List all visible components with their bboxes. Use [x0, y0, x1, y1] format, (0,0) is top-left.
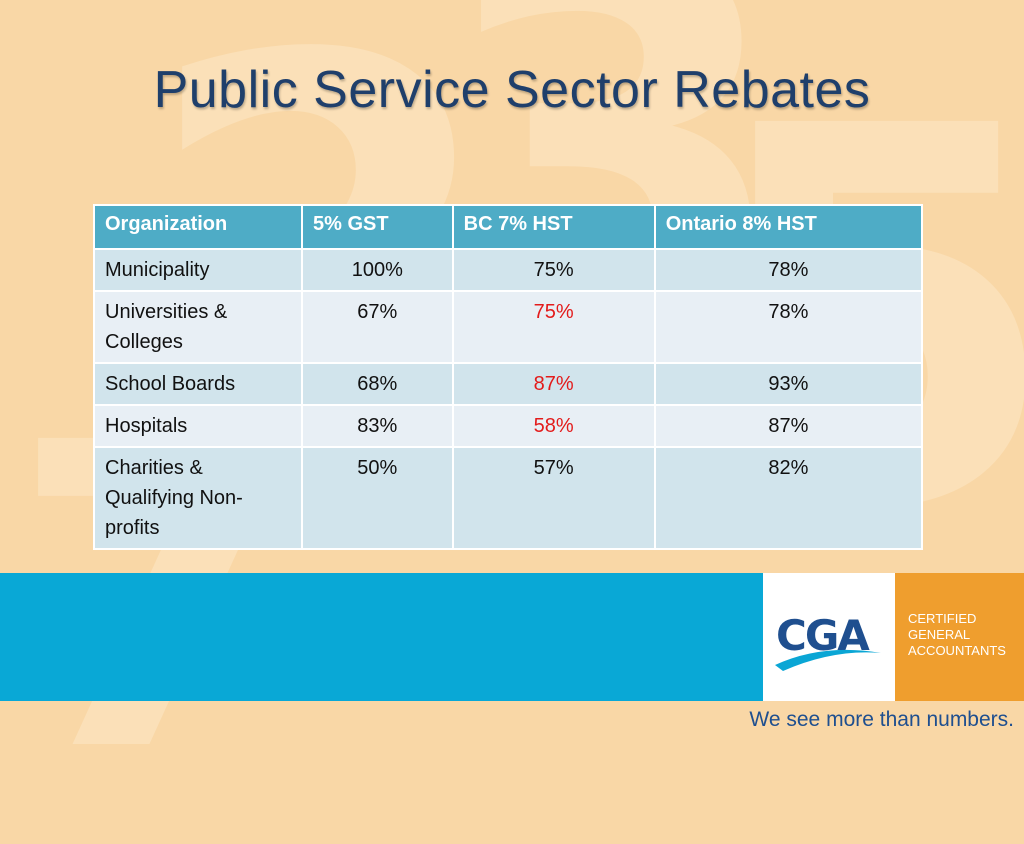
gst-cell: 67%	[301, 290, 454, 364]
gst-cell: 100%	[301, 248, 454, 292]
slide-title: Public Service Sector Rebates	[153, 61, 871, 119]
ontario-hst-cell: 78%	[653, 290, 924, 364]
organization-cell: School Boards	[93, 362, 303, 406]
gst-cell: 50%	[301, 446, 454, 550]
organization-cell: Charities & Qualifying Non-profits	[93, 446, 303, 550]
ontario-hst-cell: 78%	[653, 248, 924, 292]
table-row: Universities & Colleges 67% 75% 78%	[93, 290, 924, 364]
ontario-hst-cell: 82%	[653, 446, 924, 550]
organization-cell: Municipality	[93, 248, 303, 292]
gst-cell: 68%	[301, 362, 454, 406]
bc-hst-cell: 75%	[451, 248, 656, 292]
org-name-line: GENERAL	[908, 627, 971, 642]
table-row: Charities & Qualifying Non-profits 50% 5…	[93, 446, 924, 550]
ontario-hst-cell: 87%	[653, 404, 924, 448]
header-gst: 5% GST	[301, 204, 454, 250]
bc-hst-cell-highlighted: 87%	[451, 362, 656, 406]
tagline: We see more than numbers.	[749, 708, 1014, 731]
bc-hst-cell-highlighted: 58%	[451, 404, 656, 448]
org-name-line: CERTIFIED	[908, 611, 977, 626]
organization-cell: Universities & Colleges	[93, 290, 303, 364]
ontario-hst-cell: 93%	[653, 362, 924, 406]
table-row: School Boards 68% 87% 93%	[93, 362, 924, 406]
organization-cell: Hospitals	[93, 404, 303, 448]
cga-logo: CGA	[763, 573, 895, 701]
swoosh-icon	[775, 649, 881, 671]
header-organization: Organization	[93, 204, 303, 250]
table-row: Municipality 100% 75% 78%	[93, 248, 924, 292]
rebates-table: Organization 5% GST BC 7% HST Ontario 8%…	[93, 204, 924, 550]
header-bc-hst: BC 7% HST	[451, 204, 656, 250]
bc-hst-cell-highlighted: 75%	[451, 290, 656, 364]
gst-cell: 83%	[301, 404, 454, 448]
header-ontario-hst: Ontario 8% HST	[653, 204, 924, 250]
org-name-line: ACCOUNTANTS	[908, 643, 1006, 658]
org-name: CERTIFIED GENERAL ACCOUNTANTS	[908, 611, 1006, 659]
table-header-row: Organization 5% GST BC 7% HST Ontario 8%…	[93, 204, 924, 250]
org-name-box: CERTIFIED GENERAL ACCOUNTANTS	[895, 573, 1024, 701]
table-row: Hospitals 83% 58% 87%	[93, 404, 924, 448]
bc-hst-cell: 57%	[451, 446, 656, 550]
